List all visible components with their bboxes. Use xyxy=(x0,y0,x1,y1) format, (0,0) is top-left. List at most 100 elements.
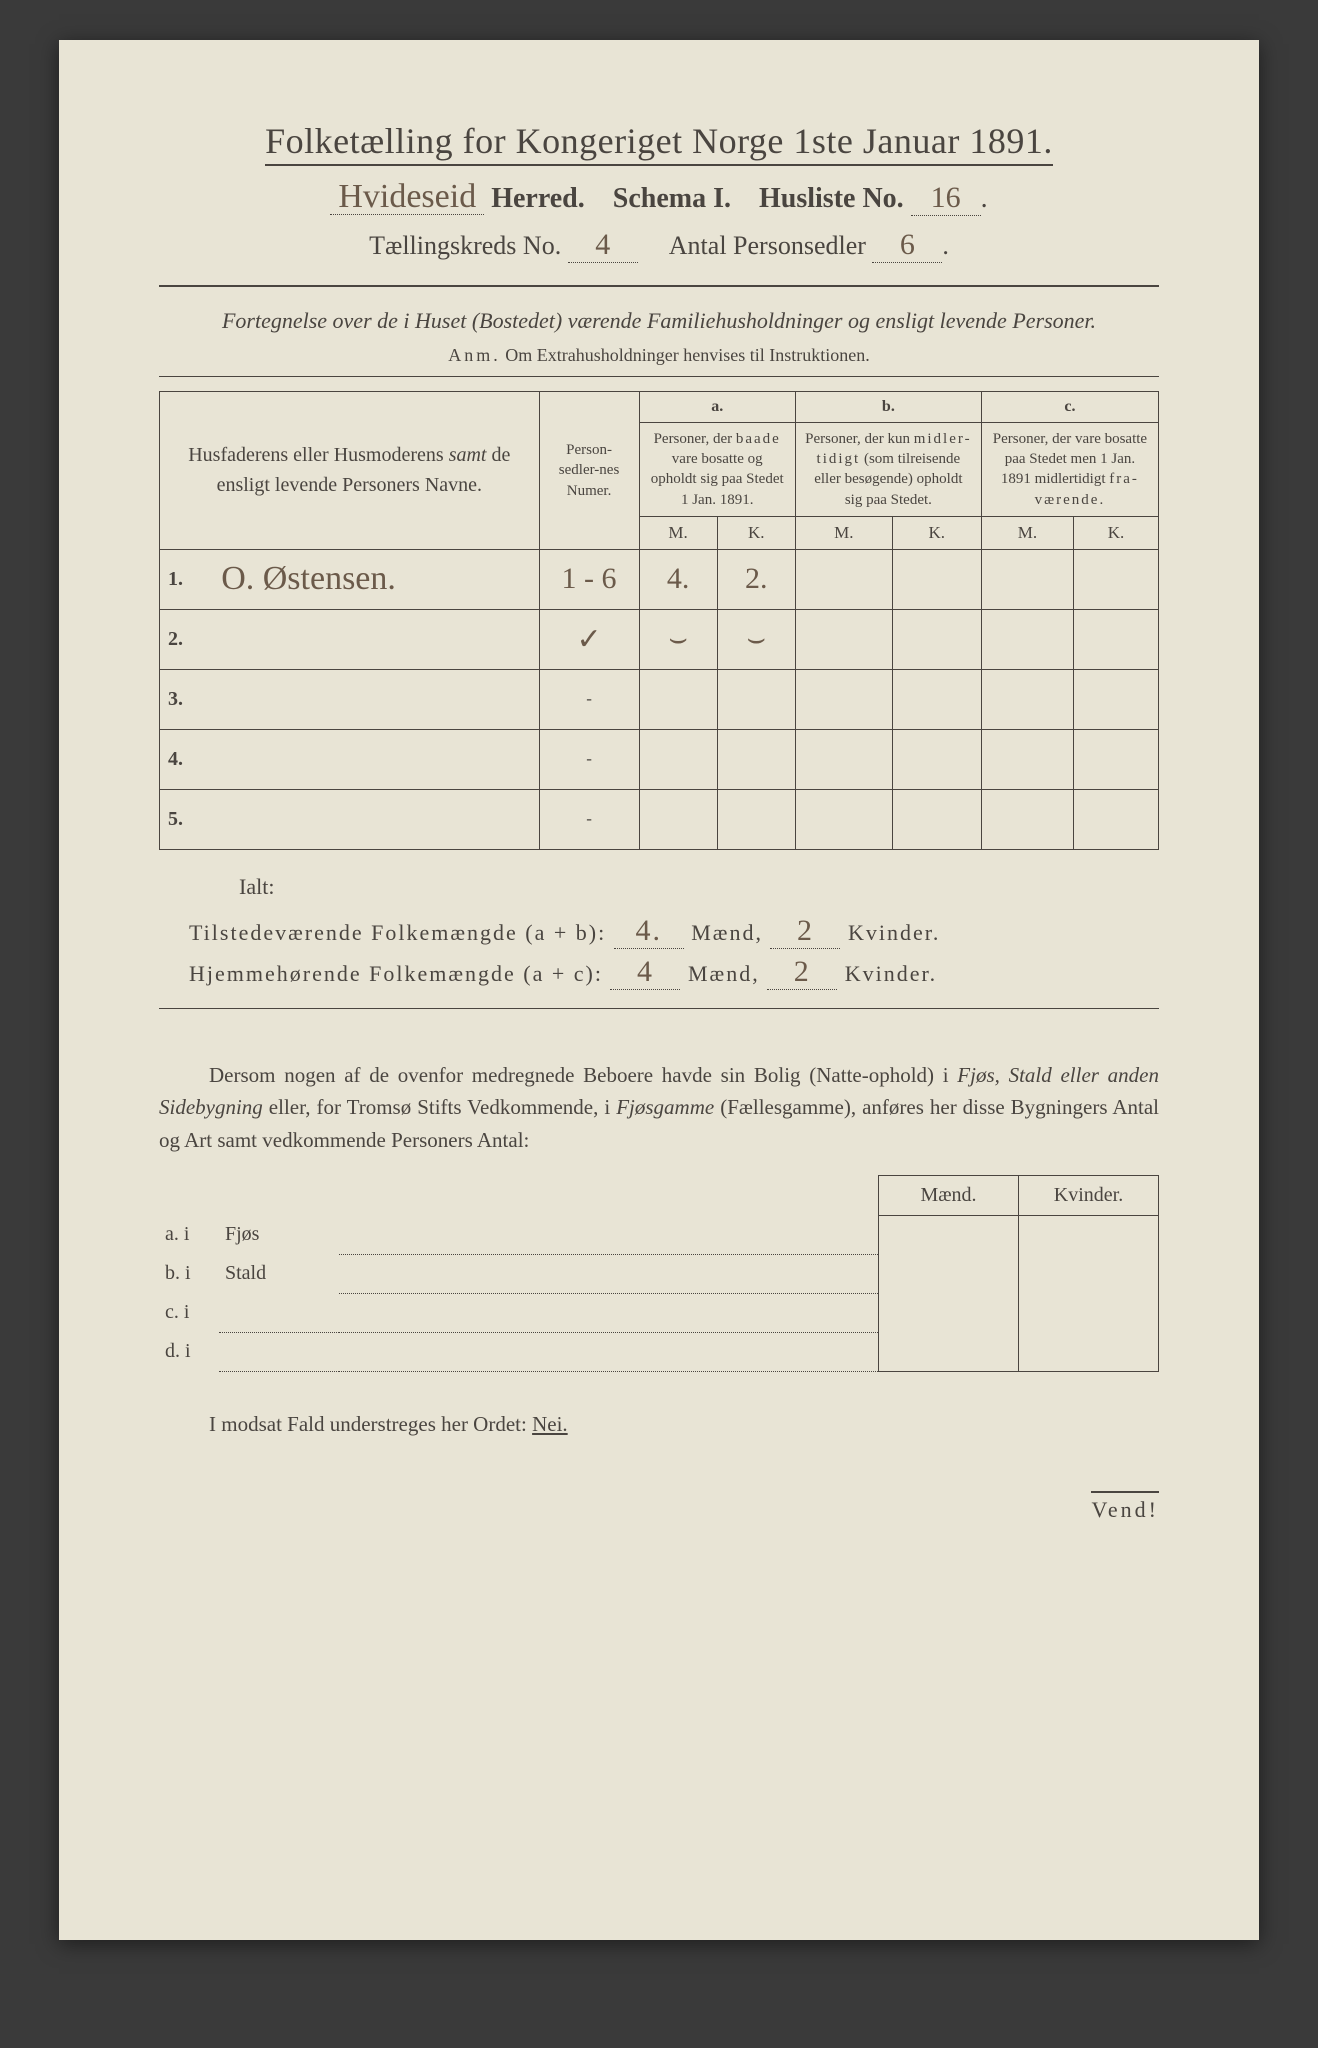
subtable-name: Fjøs xyxy=(219,1215,339,1254)
row-number: 2. xyxy=(160,609,214,669)
col-a-m: M. xyxy=(639,516,717,549)
totals-ac-k: 2 xyxy=(767,955,837,990)
subtitle: Fortegnelse over de i Huset (Bostedet) v… xyxy=(159,305,1159,337)
row-c-m xyxy=(981,669,1073,729)
col-a-desc: Personer, der baade vare bosatte og opho… xyxy=(639,422,795,516)
row-b-k xyxy=(892,669,981,729)
subtable-row: a. i Fjøs xyxy=(159,1215,1159,1254)
row-c-k xyxy=(1073,729,1158,789)
table-row: 4. - xyxy=(160,729,1159,789)
subtable-label: d. i xyxy=(159,1332,219,1371)
final-line: I modsat Fald understreges her Ordet: Ne… xyxy=(159,1412,1159,1437)
subtable-row: d. i xyxy=(159,1332,1159,1371)
kreds-label: Tællingskreds No. xyxy=(369,231,561,260)
row-b-m xyxy=(795,669,892,729)
subtable-name: Stald xyxy=(219,1254,339,1293)
personsedler-label: Antal Personsedler xyxy=(669,231,866,260)
row-a-k: ⌣ xyxy=(717,609,795,669)
row-numer: ✓ xyxy=(539,609,639,669)
row-name: O. Østensen. xyxy=(213,549,539,609)
subtable-k xyxy=(1019,1293,1159,1332)
totals-ab: Tilstedeværende Folkemængde (a + b): 4. … xyxy=(189,914,1159,949)
anm-line: Anm. Om Extrahusholdninger henvises til … xyxy=(159,345,1159,366)
subtable-dots xyxy=(339,1254,879,1293)
table-body: 1. O. Østensen. 1 - 6 4. 2. 2. ✓ ⌣ ⌣ xyxy=(160,549,1159,849)
row-a-k xyxy=(717,729,795,789)
totals-ac: Hjemmehørende Folkemængde (a + c): 4 Mæn… xyxy=(189,955,1159,990)
page-title: Folketælling for Kongeriget Norge 1ste J… xyxy=(265,120,1053,166)
row-name xyxy=(213,789,539,849)
row-numer: - xyxy=(539,669,639,729)
row-c-m xyxy=(981,609,1073,669)
herred-label: Herred. xyxy=(491,183,585,214)
col-b-k: K. xyxy=(892,516,981,549)
row-numer: - xyxy=(539,789,639,849)
subtable-kvinder: Kvinder. xyxy=(1019,1175,1159,1215)
subtable-row: b. i Stald xyxy=(159,1254,1159,1293)
row-name xyxy=(213,669,539,729)
col-a-label: a. xyxy=(639,391,795,422)
row-number: 5. xyxy=(160,789,214,849)
outbuilding-table: Mænd. Kvinder. a. i Fjøs b. i Stald c. i… xyxy=(159,1175,1159,1372)
divider-thin xyxy=(159,376,1159,377)
outbuilding-paragraph: Dersom nogen af de ovenfor medregnede Be… xyxy=(159,1059,1159,1157)
table-row: 5. - xyxy=(160,789,1159,849)
row-number: 4. xyxy=(160,729,214,789)
header-line-3: Tællingskreds No. 4 Antal Personsedler 6… xyxy=(159,228,1159,263)
subtable-name xyxy=(219,1332,339,1371)
maend-label: Mænd, xyxy=(688,961,760,986)
divider xyxy=(159,285,1159,287)
row-c-k xyxy=(1073,789,1158,849)
kvinder-label: Kvinder. xyxy=(845,961,937,986)
row-name xyxy=(213,729,539,789)
anm-text: Om Extrahusholdninger henvises til Instr… xyxy=(505,345,869,365)
subtable-name xyxy=(219,1293,339,1332)
row-c-k xyxy=(1073,549,1158,609)
row-c-k xyxy=(1073,609,1158,669)
col-c-label: c. xyxy=(981,391,1158,422)
row-b-k xyxy=(892,789,981,849)
subtable-m xyxy=(879,1332,1019,1371)
col-numer-header: Person-sedler-nes Numer. xyxy=(539,391,639,549)
schema-label: Schema I. xyxy=(613,183,731,214)
subtable-m xyxy=(879,1254,1019,1293)
header-line-2: Hvideseid Herred. Schema I. Husliste No.… xyxy=(159,180,1159,216)
row-b-m xyxy=(795,549,892,609)
row-c-m xyxy=(981,729,1073,789)
final-line-pre: I modsat Fald understreges her Ordet: xyxy=(209,1412,532,1436)
subtable-m xyxy=(879,1215,1019,1254)
table-head: Husfaderens eller Husmoderens samt de en… xyxy=(160,391,1159,549)
husliste-no: 16 xyxy=(911,181,981,216)
row-a-m xyxy=(639,729,717,789)
divider-thin xyxy=(159,1008,1159,1009)
subtable-row: c. i xyxy=(159,1293,1159,1332)
vend-label: Vend! xyxy=(159,1497,1159,1523)
totals-ab-label: Tilstedeværende Folkemængde (a + b): xyxy=(189,920,606,945)
table-row: 1. O. Østensen. 1 - 6 4. 2. xyxy=(160,549,1159,609)
herred-name-handwritten: Hvideseid xyxy=(330,180,484,215)
row-numer: 1 - 6 xyxy=(539,549,639,609)
row-numer: - xyxy=(539,729,639,789)
row-c-m xyxy=(981,789,1073,849)
row-number: 1. xyxy=(160,549,214,609)
census-form-page: Folketælling for Kongeriget Norge 1ste J… xyxy=(59,40,1259,1940)
totals-ab-k: 2 xyxy=(770,914,840,949)
col-b-label: b. xyxy=(795,391,981,422)
row-number: 3. xyxy=(160,669,214,729)
table-row: 2. ✓ ⌣ ⌣ xyxy=(160,609,1159,669)
title-row: Folketælling for Kongeriget Norge 1ste J… xyxy=(159,120,1159,166)
col-c-k: K. xyxy=(1073,516,1158,549)
main-table: Husfaderens eller Husmoderens samt de en… xyxy=(159,391,1159,850)
husliste-label: Husliste No. xyxy=(759,183,904,214)
totals-ac-label: Hjemmehørende Folkemængde (a + c): xyxy=(189,961,603,986)
row-b-k xyxy=(892,549,981,609)
row-a-k xyxy=(717,669,795,729)
row-c-m xyxy=(981,549,1073,609)
ialt-label: Ialt: xyxy=(239,874,1159,900)
subtable-m xyxy=(879,1293,1019,1332)
row-a-m: ⌣ xyxy=(639,609,717,669)
subtable-dots xyxy=(339,1215,879,1254)
personsedler-no: 6 xyxy=(872,228,942,263)
col-c-m: M. xyxy=(981,516,1073,549)
col-a-k: K. xyxy=(717,516,795,549)
